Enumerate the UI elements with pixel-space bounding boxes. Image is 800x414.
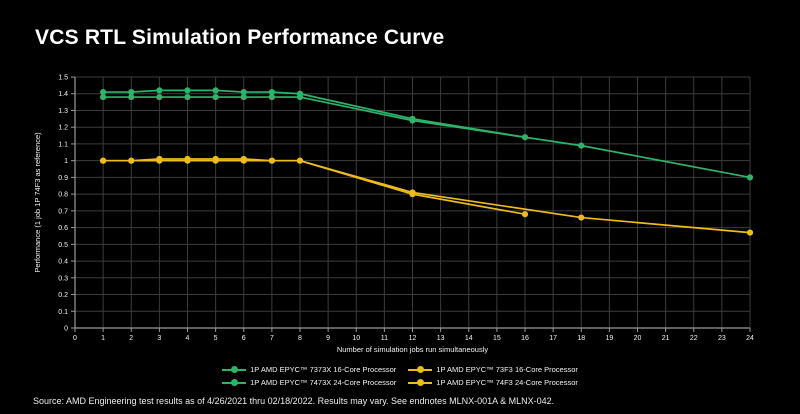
x-axis-tick-label: 22 [690,335,698,342]
legend-label: 1P AMD EPYC™ 73F3 16-Core Processor [436,365,578,374]
data-point-marker [100,88,107,96]
data-point-marker [100,93,107,101]
x-axis-tick-label: 8 [298,335,302,342]
legend-line-marker-icon [408,365,433,374]
y-axis-tick-label: 1.1 [58,141,68,148]
data-point-marker [578,142,585,149]
legend-line-marker-icon [222,378,247,387]
y-axis-tick-label: 0.7 [58,208,68,215]
x-axis-tick-label: 3 [157,335,161,342]
data-point-marker [296,93,304,101]
data-point-marker [128,157,135,164]
x-axis-tick-label: 2 [129,335,133,342]
x-axis-tick-label: 10 [352,335,360,342]
page-title: VCS RTL Simulation Performance Curve [35,26,445,49]
data-point-marker [240,157,247,164]
data-point-marker [100,157,107,164]
data-point-marker [240,88,247,96]
data-point-marker [578,214,585,221]
data-point-marker [296,157,304,164]
series-line [102,158,526,216]
data-point-marker [268,88,275,96]
series-line [102,89,526,139]
x-axis-title: Number of simulation jobs run simultaneo… [337,345,489,354]
x-axis-tick-label: 15 [493,335,501,342]
y-axis-tick-label: 1.2 [58,125,68,132]
legend-label: 1P AMD EPYC™ 7373X 16-Core Processor [250,365,397,374]
y-axis-tick-label: 0 [64,326,68,333]
legend-item: 1P AMD EPYC™ 74F3 24-Core Processor [408,378,578,387]
data-point-marker [521,211,529,218]
data-point-marker [128,88,135,96]
x-axis-tick-label: 24 [746,335,754,342]
y-axis-title: Performance (1 job 1P 74F3 as reference) [33,132,42,273]
x-axis-tick-label: 19 [605,335,613,342]
x-axis-tick-label: 7 [270,335,274,342]
y-axis-tick-label: 0.4 [58,259,68,266]
y-axis-tick-label: 0.9 [58,175,68,182]
data-point-marker [268,93,275,101]
series-line [102,96,751,179]
y-axis-tick-label: 1.4 [58,91,68,98]
legend-label: 1P AMD EPYC™ 74F3 24-Core Processor [436,378,578,387]
legend-item: 1P AMD EPYC™ 7373X 16-Core Processor [222,365,396,374]
data-point-marker [409,189,416,196]
data-point-marker [240,93,247,101]
x-axis-tick-label: 14 [465,335,473,342]
legend-label: 1P AMD EPYC™ 7473X 24-Core Processor [250,378,397,387]
source-footnote: Source: AMD Engineering test results as … [33,396,555,406]
x-axis-tick-label: 20 [634,335,642,342]
x-axis-tick-label: 16 [521,335,529,342]
x-axis-tick-label: 4 [186,335,190,342]
data-point-marker [184,157,191,164]
data-point-marker [156,157,163,164]
y-axis-tick-label: 0.1 [58,309,68,316]
x-axis-tick-label: 23 [718,335,726,342]
legend-line-marker-icon [222,365,247,374]
x-axis-tick-label: 18 [577,335,585,342]
x-axis-tick-label: 9 [326,335,330,342]
y-axis-tick-label: 0.3 [58,275,68,282]
data-point-marker [746,229,754,236]
data-point-marker [212,157,219,164]
y-axis-tick-label: 1.3 [58,108,68,115]
y-axis-tick-label: 0.5 [58,242,68,249]
x-axis-tick-label: 5 [214,335,218,342]
data-point-marker [184,93,191,101]
legend-item: 1P AMD EPYC™ 7473X 24-Core Processor [222,378,396,387]
data-point-marker [184,87,191,94]
x-axis-tick-label: 0 [73,335,77,342]
data-point-marker [212,87,219,94]
legend-line-marker-icon [408,378,433,387]
data-point-marker [156,93,163,101]
data-point-marker [212,93,219,101]
x-axis-tick-label: 11 [381,335,388,342]
y-axis-tick-label: 0.6 [58,225,68,232]
y-axis-tick-label: 0.2 [58,292,68,299]
y-axis-tick-label: 1 [64,158,68,165]
y-axis-tick-label: 0.8 [58,192,68,199]
data-point-marker [156,87,163,94]
y-axis-tick-label: 1.5 [58,75,68,82]
legend-item: 1P AMD EPYC™ 73F3 16-Core Processor [408,365,578,374]
x-axis-tick-label: 21 [662,335,670,342]
chart-legend: 1P AMD EPYC™ 7373X 16-Core Processor 1P A… [0,363,800,389]
data-point-marker [409,117,416,124]
data-point-marker [128,93,135,101]
x-axis-tick-label: 6 [242,335,246,342]
x-axis-tick-label: 1 [101,335,105,342]
data-point-marker [746,174,754,181]
data-point-marker [268,157,275,164]
x-axis-tick-label: 12 [409,335,417,342]
x-axis-tick-label: 17 [549,335,557,342]
x-axis-tick-label: 13 [437,335,445,342]
